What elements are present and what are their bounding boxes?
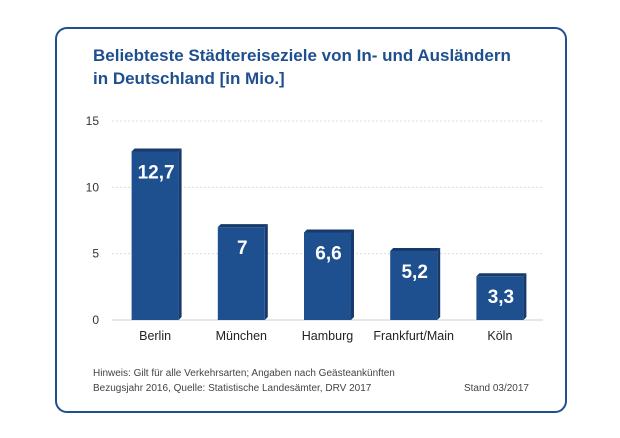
bar-value-label: 5,2 <box>401 262 427 283</box>
chart-title-line-1: Beliebteste Städtereiseziele von In- und… <box>93 46 511 65</box>
bar-köln <box>476 276 524 320</box>
bar-top-2 <box>304 229 354 233</box>
y-tick-label: 0 <box>92 313 99 327</box>
chart-title: Beliebteste Städtereiseziele von In- und… <box>93 44 543 90</box>
x-category-label: Frankfurt/Main <box>373 329 454 343</box>
bar-top-1 <box>217 224 268 228</box>
bar-value-label: 12,7 <box>138 163 175 184</box>
x-category-label: Köln <box>487 329 512 343</box>
bar-münchen <box>217 227 265 320</box>
footer-note-hint: Hinweis: Gilt für alle Verkehrsarten; An… <box>93 368 395 379</box>
y-tick-label: 10 <box>86 180 100 194</box>
chart-title-line-2: in Deutschland [in Mio.] <box>93 69 285 88</box>
footer-note-source: Bezugsjahr 2016, Quelle: Statistische La… <box>93 383 372 394</box>
bar-frankfurt-main <box>390 251 438 320</box>
bar-side-0 <box>178 148 182 320</box>
bar-berlin <box>131 151 179 320</box>
bar-side-4 <box>523 273 527 320</box>
bar-top-4 <box>476 273 527 277</box>
bar-value-label: 7 <box>237 238 248 259</box>
x-category-label: München <box>216 329 267 343</box>
bar-value-label: 3,3 <box>488 287 514 308</box>
bar-hamburg <box>304 232 351 320</box>
bar-side-3 <box>437 248 441 320</box>
bar-top-0 <box>131 148 182 152</box>
footer-stand-date: Stand 03/2017 <box>463 383 529 394</box>
bar-top-3 <box>390 248 441 252</box>
bar-value-label: 6,6 <box>315 243 341 264</box>
bar-side-1 <box>264 224 268 320</box>
y-tick-label: 5 <box>92 247 99 261</box>
x-category-label: Berlin <box>139 329 171 343</box>
bar-side-2 <box>351 229 354 320</box>
y-tick-label: 15 <box>86 114 100 128</box>
x-category-label: Hamburg <box>302 329 353 343</box>
